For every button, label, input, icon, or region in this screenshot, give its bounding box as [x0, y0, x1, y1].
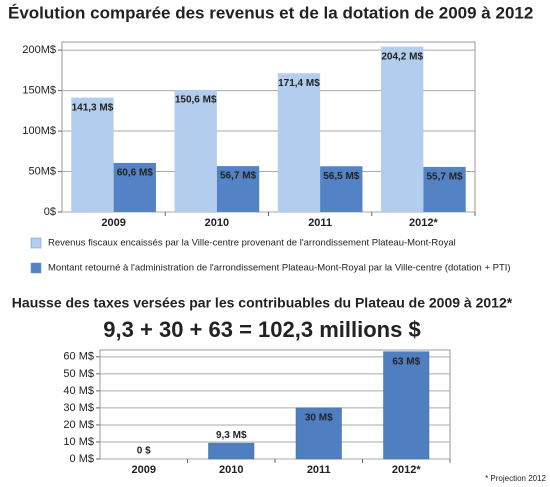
bar — [71, 97, 114, 212]
legend-swatch — [30, 262, 42, 274]
bar — [113, 162, 156, 212]
y-tick-label: 20 M$ — [63, 419, 94, 431]
x-tick-label: 2012* — [409, 217, 438, 229]
y-tick-label: 0$ — [44, 206, 56, 218]
x-tick-label: 2010 — [205, 217, 229, 229]
value-label: 30 M$ — [305, 413, 333, 424]
bar — [320, 166, 363, 212]
y-tick-label: 60 M$ — [63, 351, 94, 363]
x-tick-label: 2012* — [392, 464, 421, 476]
bar — [174, 90, 217, 212]
bar — [383, 351, 430, 460]
bar — [295, 407, 342, 460]
y-tick-label: 150M$ — [22, 84, 56, 96]
x-tick-label: 2011 — [307, 464, 331, 476]
x-tick-label: 2010 — [219, 464, 243, 476]
y-tick-label: 10 M$ — [63, 436, 94, 448]
value-label: 9,3 M$ — [216, 430, 247, 441]
legend-label: Montant retourné à l'administration de l… — [48, 263, 511, 274]
value-label: 141,3 M$ — [72, 102, 114, 113]
y-tick-label: 200M$ — [22, 44, 56, 56]
value-label: 0 $ — [137, 446, 151, 457]
chart-title: Évolution comparée des revenus et de la … — [8, 3, 533, 22]
value-label: 204,2 M$ — [381, 51, 423, 62]
y-tick-label: 40 M$ — [63, 385, 94, 397]
bar — [208, 442, 255, 460]
x-tick-label: 2009 — [101, 217, 125, 229]
x-tick-label: 2009 — [132, 464, 156, 476]
legend-label: Revenus fiscaux encaissés par la Ville-c… — [48, 238, 456, 249]
value-label: 60,6 M$ — [117, 168, 154, 179]
x-tick-label: 2011 — [308, 217, 332, 229]
y-tick-label: 50 M$ — [63, 368, 94, 380]
y-tick-label: 100M$ — [22, 125, 56, 137]
chart-title: Hausse des taxes versées par les contrib… — [12, 295, 513, 311]
value-label: 63 M$ — [392, 356, 420, 367]
bar — [277, 73, 321, 212]
chart-subtitle: 9,3 + 30 + 63 = 102,3 millions $ — [103, 317, 420, 342]
bar — [381, 46, 424, 212]
legend-swatch — [30, 237, 42, 249]
bar — [216, 166, 260, 212]
y-tick-label: 0 M$ — [70, 453, 94, 465]
value-label: 150,6 M$ — [175, 95, 217, 106]
value-label: 171,4 M$ — [278, 78, 320, 89]
value-label: 56,7 M$ — [220, 171, 257, 182]
note: * Projection 2012 — [485, 474, 546, 483]
value-label: 55,7 M$ — [426, 172, 463, 183]
bar — [423, 166, 466, 212]
value-label: 56,5 M$ — [323, 171, 360, 182]
y-tick-label: 30 M$ — [63, 402, 94, 414]
y-tick-label: 50M$ — [28, 165, 56, 177]
